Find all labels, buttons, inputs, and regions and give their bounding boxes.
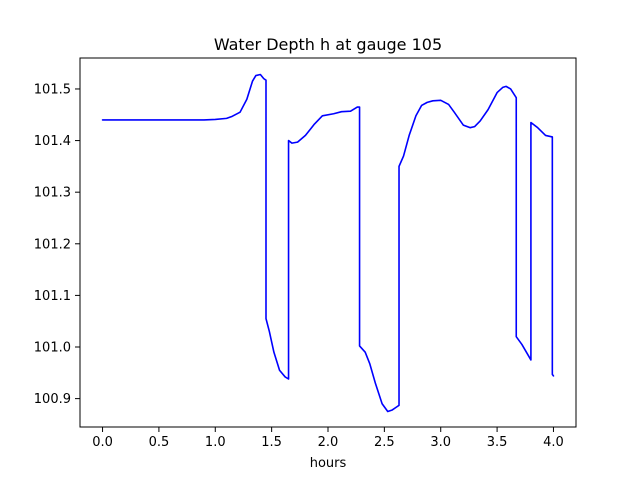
y-tick-label: 101.3: [34, 186, 71, 201]
x-tick-label: 3.0: [430, 435, 451, 450]
series-line: [101, 73, 555, 413]
y-tick-label: 101.2: [34, 237, 71, 252]
x-tick-label: 3.5: [487, 435, 508, 450]
x-tick-label: 1.5: [261, 435, 282, 450]
chart-title: Water Depth h at gauge 105: [214, 35, 442, 54]
y-tick-label: 101.1: [34, 289, 71, 304]
y-tick-label: 101.4: [34, 134, 71, 149]
x-axis-label: hours: [310, 456, 347, 471]
y-tick-label: 101.5: [34, 82, 71, 97]
y-axis: 100.9 101.0 101.1 101.2 101.3 101.4 101.5: [34, 82, 80, 407]
x-axis: 0.0 0.5 1.0 1.5 2.0 2.5 3.0 3.5 4.0: [92, 427, 564, 450]
x-tick-label: 1.0: [205, 435, 226, 450]
x-tick-label: 0.5: [149, 435, 170, 450]
y-tick-label: 101.0: [34, 341, 71, 356]
y-tick-label: 100.9: [34, 392, 71, 407]
x-tick-label: 2.0: [318, 435, 339, 450]
x-tick-label: 4.0: [543, 435, 564, 450]
x-tick-label: 2.5: [374, 435, 395, 450]
series-layer: [101, 73, 555, 413]
x-tick-label: 0.0: [92, 435, 113, 450]
